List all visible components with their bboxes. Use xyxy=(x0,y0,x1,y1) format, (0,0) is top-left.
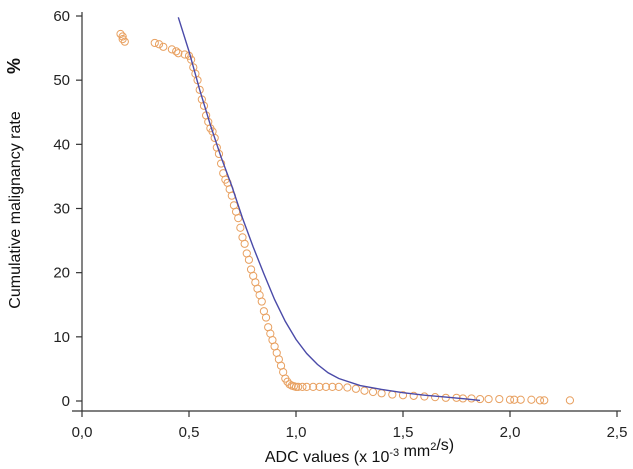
x-tick-label: 1,0 xyxy=(286,424,307,441)
data-point xyxy=(118,35,127,44)
x-tick-label: 1,5 xyxy=(393,424,414,441)
data-point xyxy=(180,50,189,59)
data-point xyxy=(118,32,127,41)
data-point xyxy=(505,395,515,404)
data-point xyxy=(377,389,386,398)
data-point xyxy=(535,396,545,405)
data-point xyxy=(420,392,429,401)
data-point xyxy=(150,38,159,48)
axis-labels: ADC values (x 10-3 mm2/s) Cumulative mali… xyxy=(4,58,454,466)
data-point xyxy=(187,55,196,64)
data-point xyxy=(244,255,254,264)
fitted-line xyxy=(177,17,481,402)
y-axis-title-group: Cumulative malignancy rate% xyxy=(4,58,24,309)
data-point xyxy=(261,313,271,322)
data-point xyxy=(540,396,549,405)
data-point xyxy=(294,382,303,391)
data-point xyxy=(240,239,249,248)
data-point xyxy=(159,42,168,51)
data-point xyxy=(257,297,266,306)
data-point xyxy=(516,395,525,404)
data-point xyxy=(398,391,408,400)
axes: 0 10 20 30 40 50 60 0,0 0,5 1,0 1,5 2,0 2,5 xyxy=(53,8,627,441)
data-point xyxy=(167,45,176,54)
data-point xyxy=(360,386,369,395)
data-point xyxy=(154,40,164,49)
data-point xyxy=(120,37,129,46)
data-point xyxy=(302,382,311,391)
data-point xyxy=(291,382,301,391)
x-axis-title-superscript: -3 xyxy=(389,447,399,459)
data-point xyxy=(315,382,324,391)
data-point xyxy=(527,395,536,404)
y-tick-label: 0 xyxy=(62,393,70,410)
data-point xyxy=(217,159,226,168)
data-point xyxy=(172,47,181,56)
data-point xyxy=(565,396,575,405)
x-axis-title-part: /s) xyxy=(436,437,454,454)
y-tick-label: 10 xyxy=(53,329,70,346)
x-tick-label: 2,0 xyxy=(500,424,521,441)
y-axis-unit: % xyxy=(4,58,24,74)
data-point xyxy=(368,387,378,397)
data-point xyxy=(298,382,307,391)
data-point xyxy=(475,394,485,404)
y-tick-label: 20 xyxy=(53,265,70,282)
data-point xyxy=(484,394,493,404)
x-tick-label: 2,5 xyxy=(607,424,628,441)
data-point xyxy=(495,394,504,404)
data-point xyxy=(195,85,204,94)
data-point xyxy=(210,133,219,143)
data-point xyxy=(343,383,352,392)
data-point xyxy=(234,214,243,223)
x-tick-label: 0,5 xyxy=(179,424,200,441)
data-point xyxy=(328,382,337,391)
data-point xyxy=(236,223,245,232)
data-point xyxy=(409,391,418,400)
data-point xyxy=(510,395,519,404)
y-tick-label: 60 xyxy=(53,8,70,25)
data-point xyxy=(334,382,343,391)
plot-area xyxy=(116,17,575,405)
x-axis-title: ADC values (x 10-3 mm2/s) xyxy=(265,437,454,466)
y-tick-label: 50 xyxy=(53,72,70,89)
data-point xyxy=(467,394,476,403)
data-point xyxy=(116,29,125,39)
data-point xyxy=(321,382,331,391)
data-point xyxy=(351,384,361,393)
x-axis-title-part: ADC values (x 10 xyxy=(265,449,390,466)
y-tick-label: 40 xyxy=(53,136,70,153)
x-axis-title-part: mm xyxy=(399,443,430,460)
data-point xyxy=(174,49,183,58)
data-point xyxy=(431,393,440,402)
x-axis-title-superscript: 2 xyxy=(430,441,436,453)
y-tick-label: 30 xyxy=(53,201,70,218)
x-tick-label: 0,0 xyxy=(72,424,93,441)
y-axis-title: Cumulative malignancy rate xyxy=(7,111,24,309)
data-point xyxy=(309,382,318,391)
